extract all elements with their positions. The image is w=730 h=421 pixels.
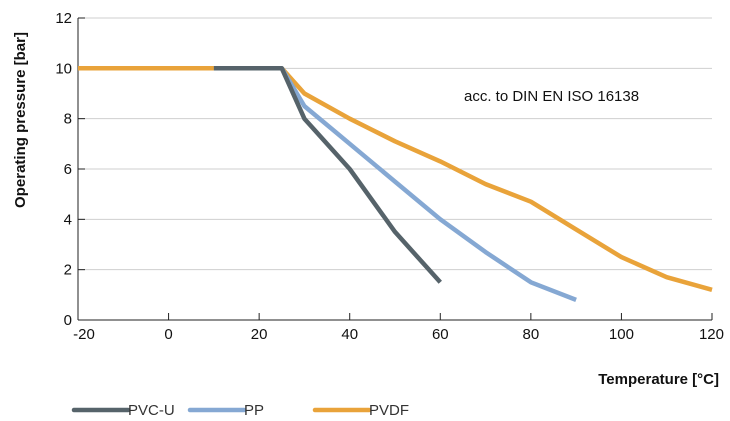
- y-tick-label: 12: [55, 10, 72, 27]
- y-tick-label: 2: [64, 262, 72, 279]
- legend-label-pp: PP: [244, 402, 264, 419]
- x-tick-label: 60: [432, 326, 449, 343]
- series-line-pvc-u: [213, 66, 442, 284]
- x-tick-label: 100: [609, 326, 634, 343]
- x-tick-label: 120: [699, 326, 724, 343]
- legend: PVC-U PP PVDF: [71, 402, 409, 419]
- x-tick-label: -20: [73, 326, 95, 343]
- legend-label-pvdf: PVDF: [369, 402, 409, 419]
- x-tick-label: 20: [251, 326, 268, 343]
- x-tick-label: 40: [341, 326, 358, 343]
- y-tick-label: 0: [64, 312, 72, 329]
- legend-label-pvc-u: PVC-U: [128, 402, 175, 419]
- x-axis-title: Temperature [°C]: [598, 371, 719, 388]
- y-tick-label: 4: [64, 211, 72, 228]
- x-tick-label: 0: [164, 326, 172, 343]
- y-tick-label: 10: [55, 60, 72, 77]
- y-tick-label: 8: [64, 111, 72, 128]
- standard-annotation: acc. to DIN EN ISO 16138: [464, 88, 639, 105]
- series-lines: [78, 66, 713, 302]
- series-line-pvdf: [78, 66, 713, 292]
- x-tick-label: 80: [523, 326, 540, 343]
- y-tick-label: 6: [64, 161, 72, 178]
- y-axis-title: Operating pressure [bar]: [12, 32, 29, 208]
